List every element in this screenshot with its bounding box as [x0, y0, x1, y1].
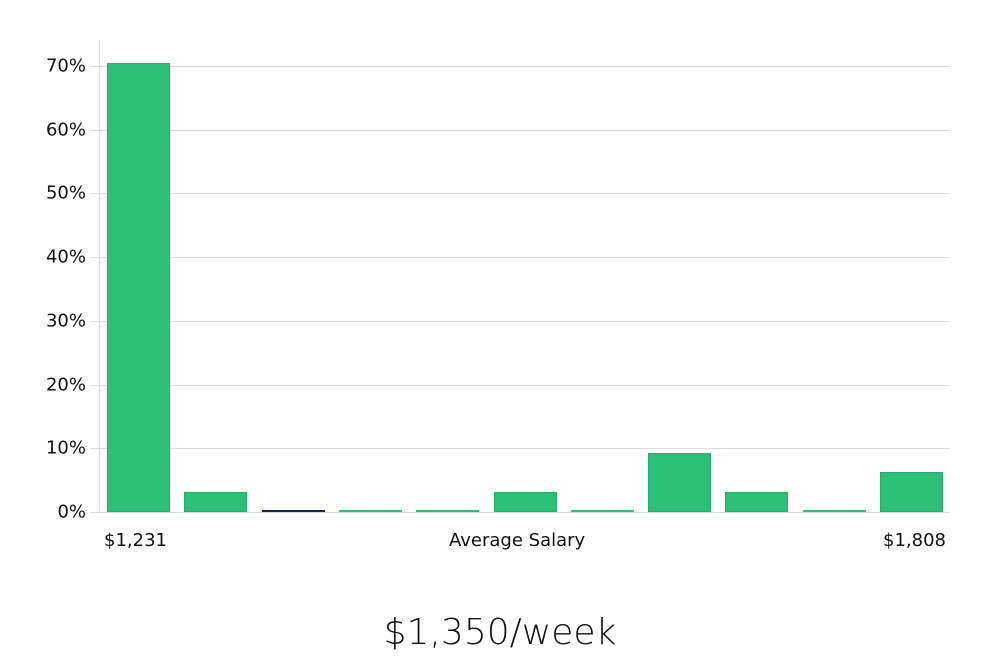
gridline [90, 448, 950, 449]
gridline [90, 512, 950, 513]
histogram-bar [416, 510, 479, 512]
y-tick-label: 0% [57, 501, 86, 523]
histogram-bar [571, 510, 634, 512]
y-tick-label: 40% [45, 246, 86, 268]
x-axis-max-label: $1,808 [883, 530, 946, 551]
gridline [90, 321, 950, 322]
histogram-bar [184, 492, 247, 512]
histogram-bar [262, 510, 325, 512]
histogram-bar [107, 63, 170, 512]
x-axis-title: Average Salary [449, 530, 586, 551]
histogram-bar [339, 510, 402, 512]
gridline [90, 66, 950, 67]
gridline [90, 193, 950, 194]
average-salary-summary: $1,350/week [383, 612, 617, 653]
y-tick-label: 20% [45, 374, 86, 396]
gridline [90, 130, 950, 131]
y-tick-label: 30% [45, 310, 86, 332]
histogram-bar [880, 472, 943, 512]
x-axis-min-label: $1,231 [104, 530, 167, 551]
y-tick-label: 10% [45, 437, 86, 459]
histogram-bar [494, 492, 557, 512]
y-tick-label: 70% [45, 55, 86, 77]
y-axis-line [99, 40, 100, 513]
histogram-bar [803, 510, 866, 512]
y-tick-label: 50% [45, 182, 86, 204]
y-tick-label: 60% [45, 119, 86, 141]
histogram-bar [648, 453, 711, 512]
histogram-bar [725, 492, 788, 512]
gridline [90, 385, 950, 386]
gridline [90, 257, 950, 258]
